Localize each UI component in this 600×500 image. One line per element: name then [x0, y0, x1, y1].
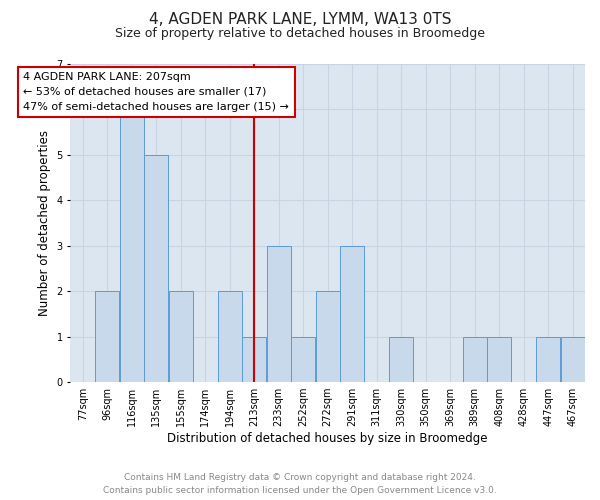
Text: Contains HM Land Registry data © Crown copyright and database right 2024.
Contai: Contains HM Land Registry data © Crown c… — [103, 474, 497, 495]
Bar — [145, 155, 168, 382]
Bar — [316, 291, 340, 382]
Bar — [561, 336, 584, 382]
Text: Size of property relative to detached houses in Broomedge: Size of property relative to detached ho… — [115, 28, 485, 40]
X-axis label: Distribution of detached houses by size in Broomedge: Distribution of detached houses by size … — [167, 432, 488, 445]
Text: 4, AGDEN PARK LANE, LYMM, WA13 0TS: 4, AGDEN PARK LANE, LYMM, WA13 0TS — [149, 12, 451, 28]
Bar — [292, 336, 315, 382]
Bar — [487, 336, 511, 382]
Bar — [463, 336, 487, 382]
Bar — [536, 336, 560, 382]
Bar — [120, 110, 143, 382]
Bar — [169, 291, 193, 382]
Y-axis label: Number of detached properties: Number of detached properties — [38, 130, 51, 316]
Bar — [389, 336, 413, 382]
Bar — [95, 291, 119, 382]
Bar — [218, 291, 242, 382]
Bar — [242, 336, 266, 382]
Bar — [340, 246, 364, 382]
Bar — [267, 246, 290, 382]
Text: 4 AGDEN PARK LANE: 207sqm
← 53% of detached houses are smaller (17)
47% of semi-: 4 AGDEN PARK LANE: 207sqm ← 53% of detac… — [23, 72, 289, 112]
